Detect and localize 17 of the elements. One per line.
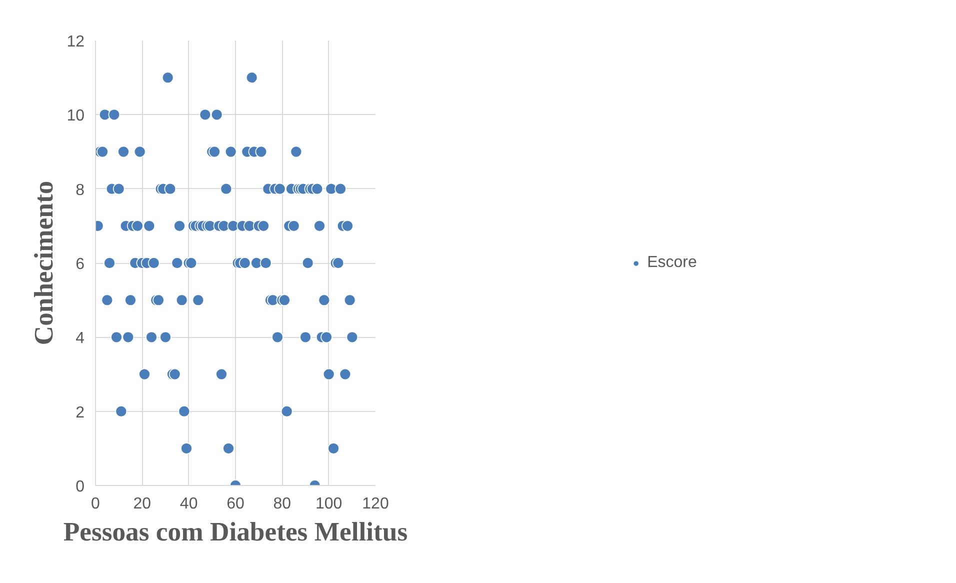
x-axis-title: Pessoas com Diabetes Mellitus xyxy=(63,516,408,546)
y-tick-label: 12 xyxy=(66,34,85,50)
y-tick-label: 2 xyxy=(76,404,85,422)
y-axis-title: Conhecimento xyxy=(28,180,59,346)
y-tick-label: 8 xyxy=(76,182,85,199)
x-tick-label: 40 xyxy=(180,496,198,512)
x-tick-label: 0 xyxy=(91,496,100,512)
y-tick-label: 0 xyxy=(76,478,85,496)
x-tick-label: 80 xyxy=(273,496,292,512)
y-tick-label: 6 xyxy=(76,256,85,273)
y-tick-label: 4 xyxy=(76,330,85,348)
legend-label: Escore xyxy=(647,254,697,272)
x-tick-label: 20 xyxy=(133,496,152,512)
x-tick-label: 60 xyxy=(226,496,244,512)
x-tick-label: 100 xyxy=(315,496,342,512)
x-tick-label: 120 xyxy=(362,496,389,512)
y-tick-label: 10 xyxy=(66,108,85,125)
